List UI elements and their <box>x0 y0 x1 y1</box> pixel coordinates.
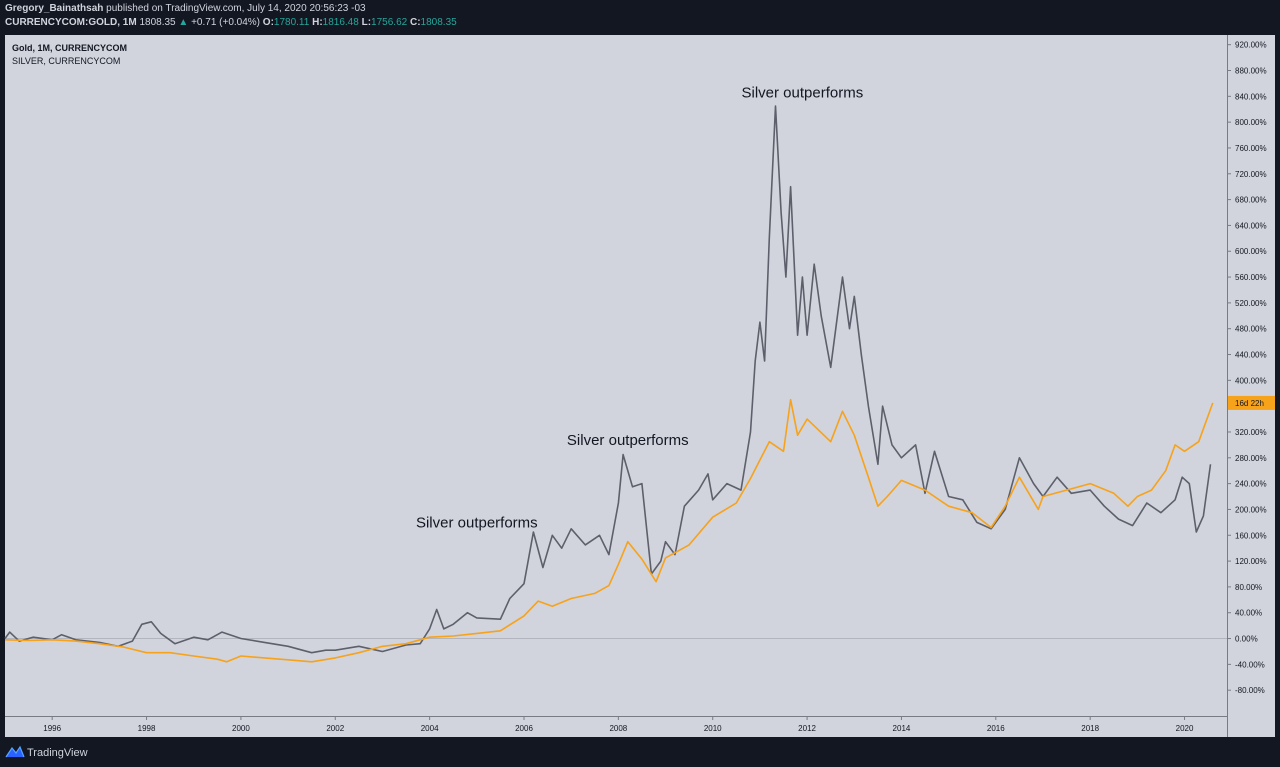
x-tick-label: 2004 <box>421 724 439 733</box>
y-tick-label: 400.00% <box>1235 376 1267 385</box>
x-tick-label: 2012 <box>798 724 816 733</box>
x-tick-label: 2018 <box>1081 724 1099 733</box>
y-tick-label: 640.00% <box>1235 221 1267 230</box>
y-tick-label: 320.00% <box>1235 428 1267 437</box>
x-tick-label: 2010 <box>704 724 722 733</box>
last-value-badge <box>1228 395 1275 410</box>
y-tick-label: 280.00% <box>1235 454 1267 463</box>
x-tick-label: 2006 <box>515 724 533 733</box>
y-tick-label: 240.00% <box>1235 480 1267 489</box>
y-tick-label: -80.00% <box>1235 686 1265 695</box>
tradingview-logo-icon[interactable] <box>5 745 25 759</box>
x-tick-label: 2008 <box>609 724 627 733</box>
time-axis-panel <box>5 716 1227 737</box>
publisher-line: Gregory_Bainathsah published on TradingV… <box>5 3 366 14</box>
last-price: 1808.35 <box>139 17 176 28</box>
price-axis-panel <box>1227 35 1275 737</box>
legend-entry: Gold, 1M, CURRENCYCOM <box>12 43 127 53</box>
publisher-name[interactable]: Gregory_Bainathsah <box>5 3 104 14</box>
last-value-label: 16d 22h <box>1235 399 1264 408</box>
y-tick-label: 480.00% <box>1235 325 1267 334</box>
publish-info: published on TradingView.com, July 14, 2… <box>106 3 366 14</box>
annotation-label: Silver outperforms <box>742 85 864 102</box>
x-tick-label: 1998 <box>138 724 156 733</box>
y-tick-label: 0.00% <box>1235 635 1258 644</box>
y-tick-label: 80.00% <box>1235 583 1262 592</box>
y-tick-label: -40.00% <box>1235 660 1265 669</box>
y-tick-label: 200.00% <box>1235 505 1267 514</box>
triangle-up-icon: ▲ <box>178 17 189 28</box>
tradingview-brand[interactable]: TradingView <box>27 747 88 759</box>
ohlc-line: CURRENCYCOM:GOLD, 1M 1808.35 ▲ +0.71 (+0… <box>5 17 457 28</box>
low-value: 1756.62 <box>371 17 408 28</box>
open-value: 1780.11 <box>273 17 310 28</box>
low-label: L: <box>361 17 372 28</box>
y-tick-label: 600.00% <box>1235 247 1267 256</box>
x-tick-label: 2002 <box>326 724 344 733</box>
open-label: O: <box>262 17 274 28</box>
high-label: H: <box>312 17 323 28</box>
legend-entry: SILVER, CURRENCYCOM <box>12 56 120 66</box>
plot-area <box>5 35 1227 716</box>
series-line-silver <box>4 105 1212 654</box>
y-tick-label: 440.00% <box>1235 351 1267 360</box>
x-tick-label: 1996 <box>43 724 61 733</box>
y-tick-label: 520.00% <box>1235 299 1267 308</box>
y-tick-label: 840.00% <box>1235 92 1267 101</box>
publish-header: Gregory_Bainathsah published on TradingV… <box>0 0 1280 34</box>
x-tick-label: 2020 <box>1176 724 1194 733</box>
x-tick-label: 2016 <box>987 724 1005 733</box>
y-tick-label: 120.00% <box>1235 557 1267 566</box>
close-label: C: <box>409 17 421 28</box>
y-tick-label: 920.00% <box>1235 41 1267 50</box>
y-tick-label: 560.00% <box>1235 273 1267 282</box>
y-tick-label: 40.00% <box>1235 609 1262 618</box>
symbol-label: CURRENCYCOM:GOLD, 1M <box>5 17 137 28</box>
price-change: +0.71 (+0.04%) <box>191 17 261 28</box>
annotation-label: Silver outperforms <box>416 515 538 532</box>
high-value: 1816.48 <box>322 17 359 28</box>
y-tick-label: 680.00% <box>1235 196 1267 205</box>
y-tick-label: 880.00% <box>1235 67 1267 76</box>
annotation-label: Silver outperforms <box>567 432 689 449</box>
x-tick-label: 2000 <box>232 724 250 733</box>
footer: TradingView <box>0 738 1280 767</box>
y-tick-label: 800.00% <box>1235 118 1267 127</box>
x-tick-label: 2014 <box>893 724 911 733</box>
y-tick-label: 760.00% <box>1235 144 1267 153</box>
close-value: 1808.35 <box>420 17 457 28</box>
y-tick-label: 160.00% <box>1235 531 1267 540</box>
series-line-gold <box>4 398 1214 663</box>
y-tick-label: 720.00% <box>1235 170 1267 179</box>
